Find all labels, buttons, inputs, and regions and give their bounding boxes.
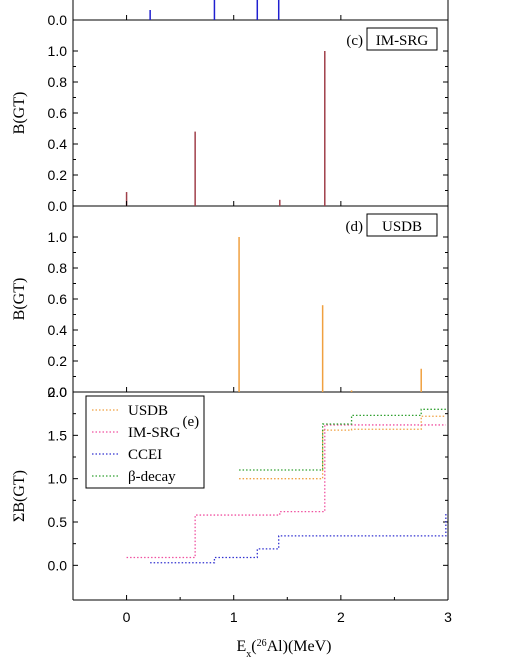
legend-box — [85, 395, 205, 489]
panel-e: 0.0 0.5 1.0 1.5 2.0 ΣB(GT) 0 1 2 3 USDB IM-SRG CCEI β… — [11, 384, 452, 625]
panel-label: USDB — [382, 219, 422, 235]
x-tick-label: 2 — [337, 609, 345, 625]
panels: 0.00.00.20.40.60.81.0B(GT)(c) IM-SRG0.00.… — [11, 0, 452, 625]
legend-label: USDB — [128, 403, 168, 419]
series-usdb — [239, 415, 446, 480]
y-tick-label: 0.8 — [48, 260, 68, 276]
series-ccei — [150, 513, 447, 564]
legend-label: β-decay — [128, 469, 176, 485]
y-axis-label: B(GT) — [11, 92, 28, 135]
y-tick-label: 0.5 — [48, 514, 68, 530]
x-axis-label: Ex(26Al)(MeV) — [237, 638, 332, 660]
panel-label-box — [366, 213, 438, 237]
panel-c: 0.0 0.2 0.4 0.6 0.8 1.0 B(GT) (c) IM-SRG — [11, 20, 449, 214]
y-tick-label: 0.0 — [48, 198, 68, 214]
x-tick-label: 0 — [123, 609, 131, 625]
panel-label: IM-SRG — [376, 33, 429, 49]
x-tick-label: 3 — [444, 609, 452, 625]
panel-tag: (d) — [346, 219, 364, 235]
y-tick-label: 1.0 — [48, 471, 68, 487]
legend-label: IM-SRG — [128, 425, 181, 441]
panel-label-box — [366, 27, 438, 51]
y-tick-label: 1.0 — [48, 229, 68, 245]
y-axis-label: ΣB(GT) — [11, 470, 28, 522]
panel-d: 0.0 0.2 0.4 0.6 0.8 1.0 B(GT) (d) USDB — [11, 206, 449, 400]
y-tick-label: 0.4 — [48, 322, 68, 338]
legend-label: CCEI — [128, 447, 162, 463]
y-tick-label: 1.5 — [48, 427, 68, 443]
y-tick-label: 0.0 — [48, 12, 68, 28]
y-tick-label: 0.4 — [48, 136, 68, 152]
x-tick-label: 1 — [230, 609, 238, 625]
y-axis-label: B(GT) — [11, 278, 28, 321]
y-tick-label: 2.0 — [48, 384, 68, 400]
panel-tag: (c) — [346, 33, 363, 49]
panel-top-partial: 0.0 — [48, 0, 449, 28]
y-tick-label: 0.2 — [48, 167, 68, 183]
y-tick-label: 0.2 — [48, 353, 68, 369]
y-tick-label: 1.0 — [48, 43, 68, 59]
series--decay — [239, 408, 446, 471]
series-im-srg — [126, 424, 446, 559]
y-tick-label: 0.6 — [48, 105, 68, 121]
y-tick-label: 0.6 — [48, 291, 68, 307]
panel-tag: (e) — [183, 414, 200, 430]
y-tick-label: 0.0 — [48, 557, 68, 573]
y-tick-label: 0.8 — [48, 74, 68, 90]
y-tick-label: 0.0 — [48, 384, 68, 400]
